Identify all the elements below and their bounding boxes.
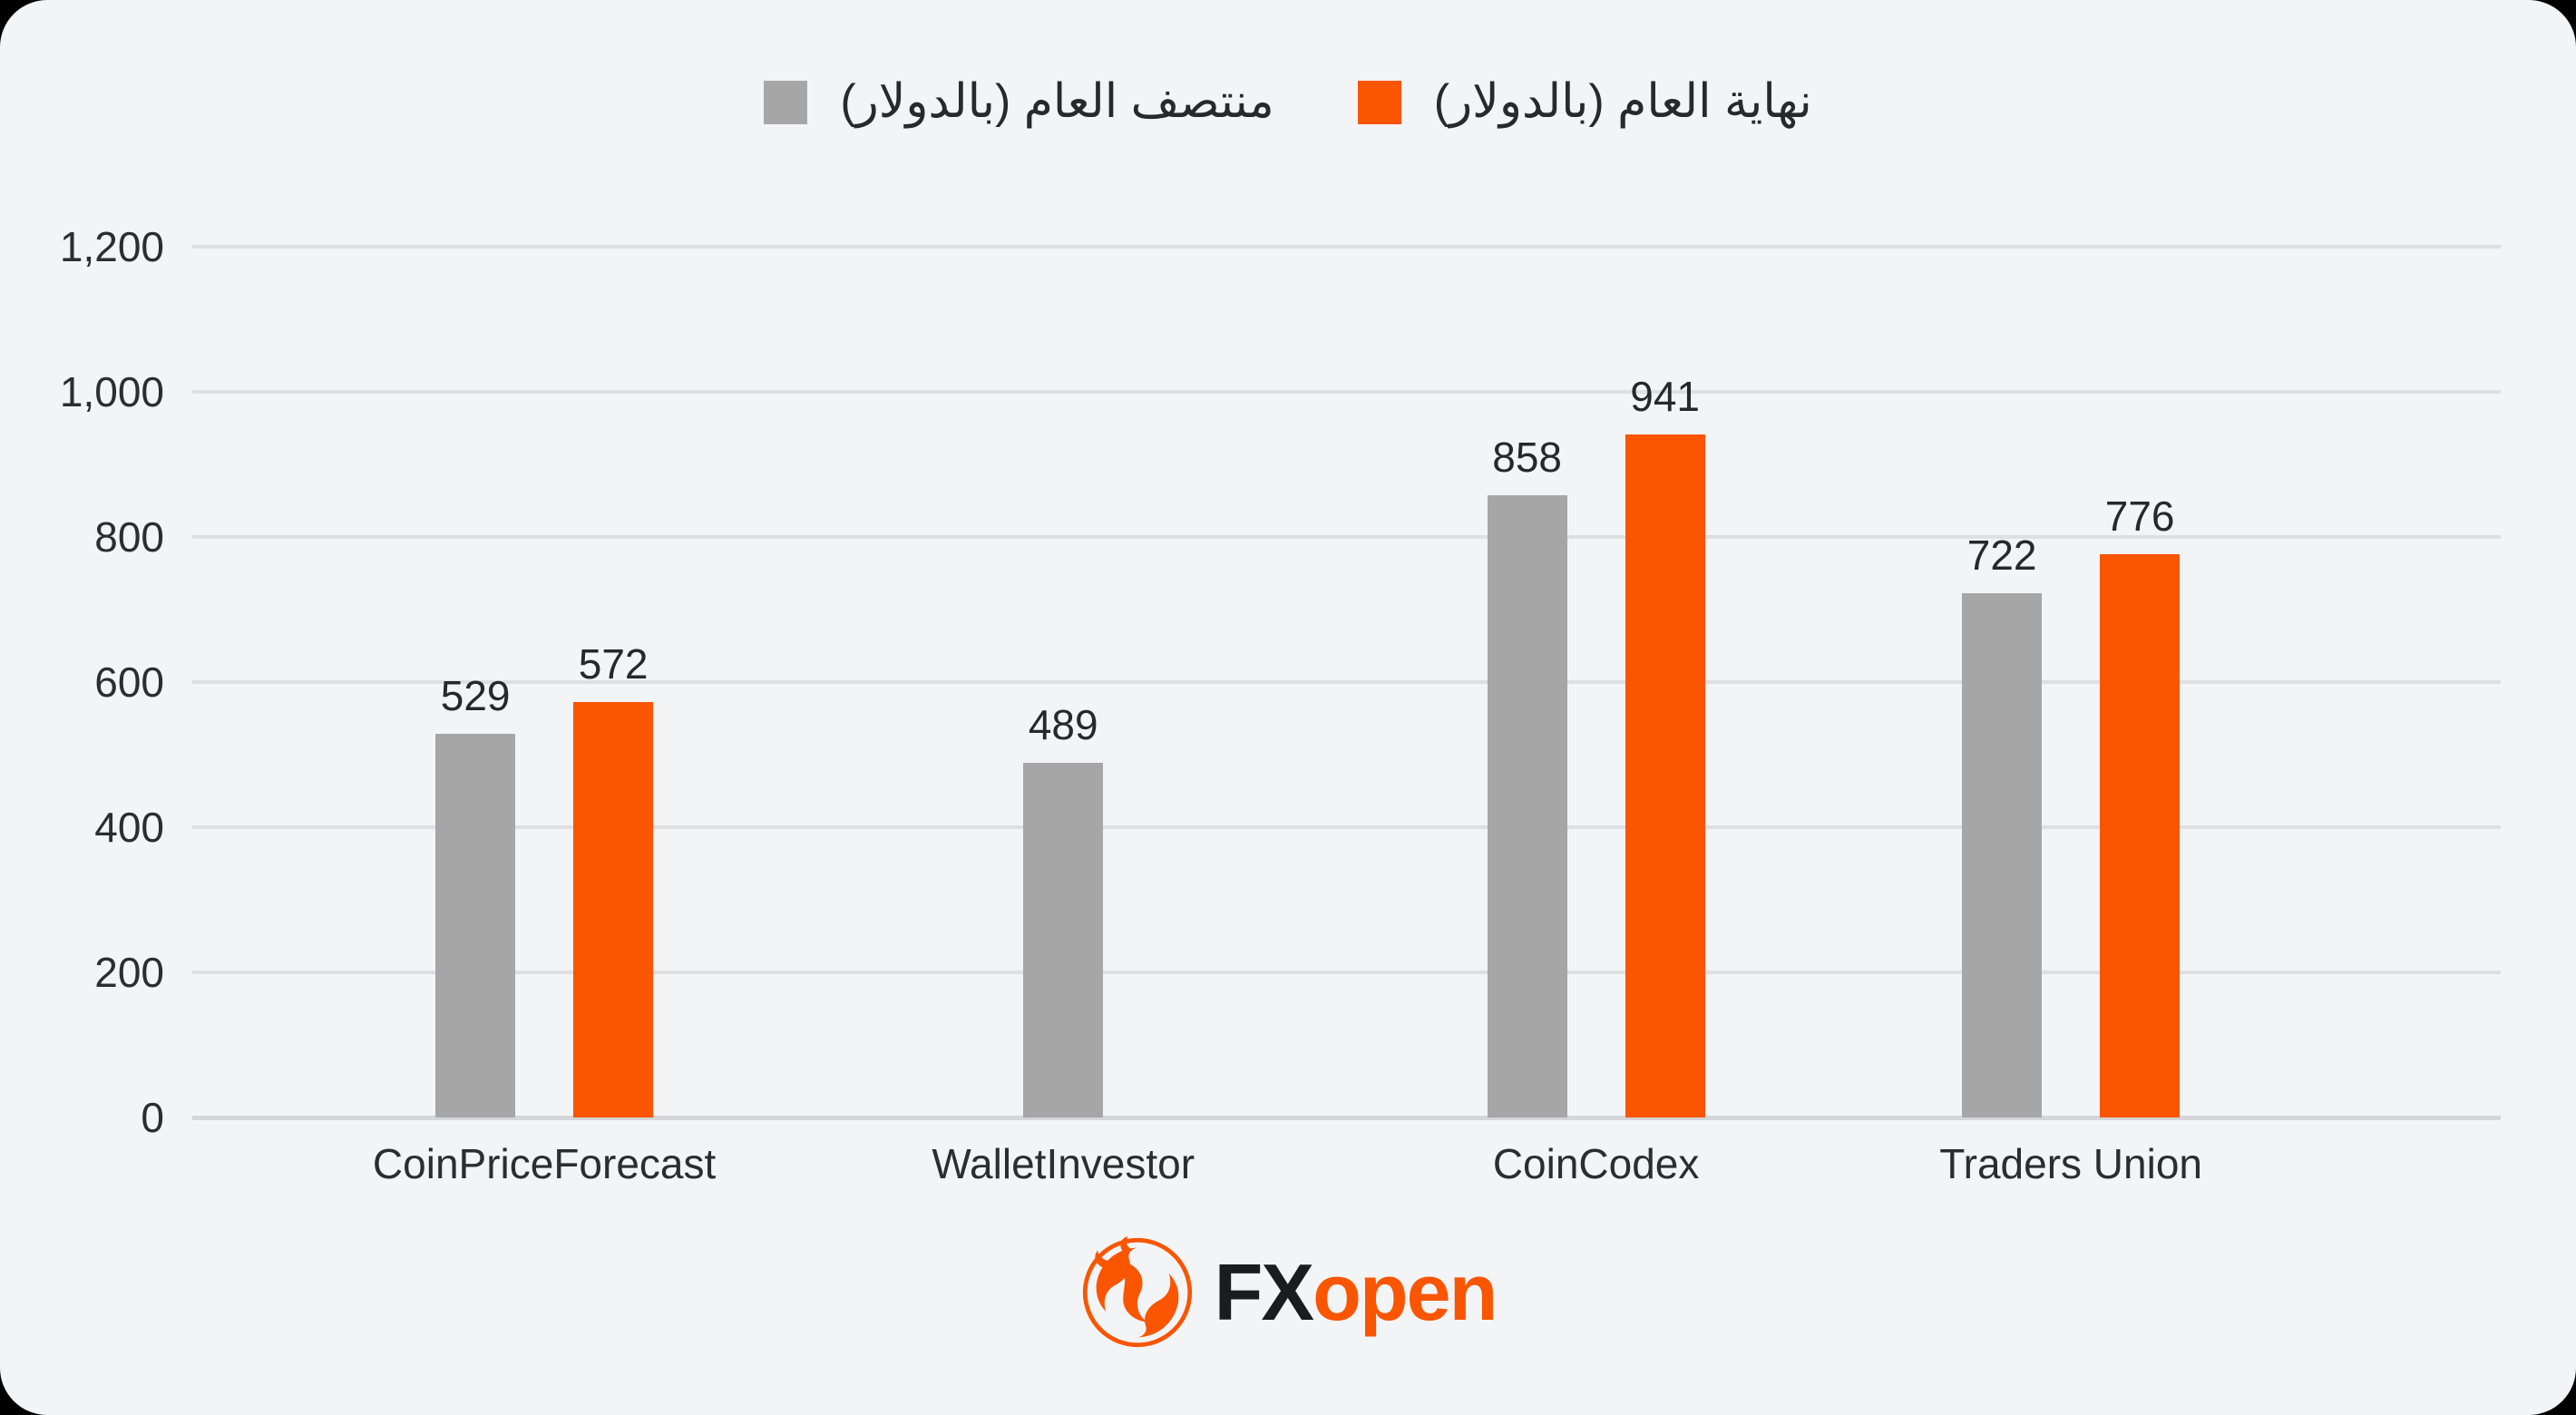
legend-label-end-year: نهاية العام (بالدولار)	[1433, 75, 1812, 129]
legend-item-mid-year: منتصف العام (بالدولار)	[764, 75, 1274, 129]
legend-swatch-orange-icon	[1357, 81, 1401, 124]
fxopen-logo-fx: FX	[1214, 1247, 1314, 1337]
y-axis-tick-label: 600	[94, 659, 164, 706]
legend-label-mid-year: منتصف العام (بالدولار)	[840, 75, 1274, 129]
bar-mid-year-walletinvestor	[1023, 762, 1104, 1117]
y-axis-tick-label: 800	[94, 513, 164, 561]
plot-area: 529 572 489 858 941 722 776	[192, 245, 2501, 1120]
y-axis-tick-label: 0	[141, 1094, 164, 1141]
legend-swatch-gray-icon	[764, 81, 808, 124]
gridline-800	[192, 535, 2501, 539]
gridline-1200	[192, 245, 2501, 249]
gridline-200	[192, 971, 2501, 974]
bar-value-label: 722	[1966, 532, 2037, 580]
y-axis-tick-label: 1,200	[59, 223, 164, 270]
legend-item-end-year: نهاية العام (بالدولار)	[1357, 75, 1812, 129]
fxopen-logo-open: open	[1312, 1247, 1498, 1337]
gridline-1000	[192, 390, 2501, 394]
fxopen-logo-text: FXopen	[1215, 1253, 1498, 1332]
y-axis-tick-label: 400	[94, 804, 164, 851]
bar-end-year-coincodex	[1625, 434, 1705, 1117]
y-axis-tick-label: 1,000	[59, 368, 164, 415]
bar-mid-year-traders-union	[1962, 593, 2043, 1117]
gridline-600	[192, 680, 2501, 684]
x-axis-category-label-coinpriceforecast: CoinPriceForecast	[372, 1140, 717, 1187]
x-axis-category-label-walletinvestor: WalletInvestor	[932, 1140, 1195, 1187]
y-axis: 0 200 400 600 800 1,000 1,200	[0, 223, 164, 1141]
bar-mid-year-coinpriceforecast	[435, 733, 516, 1117]
bar-value-label: 529	[440, 671, 511, 719]
bar-value-label: 858	[1492, 433, 1562, 481]
x-axis-category-label-traders-union: Traders Union	[1939, 1140, 2202, 1187]
x-axis-category-label-coincodex: CoinCodex	[1492, 1140, 1700, 1187]
bar-value-label: 941	[1630, 373, 1700, 421]
bar-value-label: 572	[578, 640, 649, 688]
bar-end-year-traders-union	[2100, 554, 2181, 1117]
x-axis: CoinPriceForecast WalletInvestor CoinCodex…	[192, 1137, 2501, 1201]
bar-end-year-coinpriceforecast	[573, 702, 654, 1117]
x-axis-baseline	[192, 1116, 2501, 1120]
fxopen-logo-emblem-icon	[1082, 1236, 1192, 1348]
bar-value-label: 776	[2104, 493, 2175, 541]
bar-value-label: 489	[1028, 700, 1098, 748]
fxopen-logo: FXopen	[0, 1235, 2576, 1350]
gridline-400	[192, 825, 2501, 829]
y-axis-tick-label: 200	[94, 949, 164, 996]
chart-legend: منتصف العام (بالدولار) نهاية العام (بالد…	[0, 53, 2576, 152]
bar-mid-year-coincodex	[1487, 494, 1567, 1117]
